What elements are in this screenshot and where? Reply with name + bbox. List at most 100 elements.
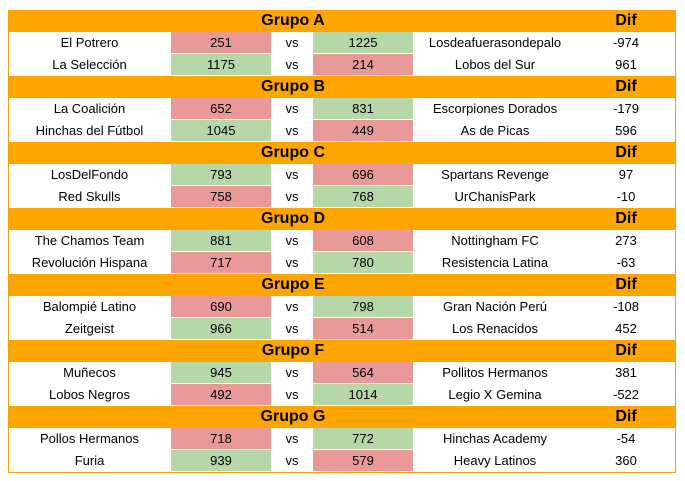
score-difference: -63 <box>616 255 636 270</box>
match-row: Muñecos 945 vs 564 Pollitos Hermanos 381 <box>9 362 675 384</box>
away-score: 608 <box>313 230 413 252</box>
home-team-name: La Coalición <box>53 101 126 116</box>
match-row: The Chamos Team 881 vs 608 Nottingham FC… <box>9 230 675 252</box>
group-header: Grupo D Dif <box>9 208 675 230</box>
group-matches: La Coalición 652 vs 831 Escorpiones Dora… <box>9 98 675 142</box>
home-team-name: La Selección <box>52 57 127 72</box>
group-matches: Pollos Hermanos 718 vs 772 Hinchas Acade… <box>9 428 675 472</box>
vs-label: vs <box>285 233 299 248</box>
home-team-name: Red Skulls <box>58 189 121 204</box>
score-difference: -179 <box>612 101 640 116</box>
away-score: 579 <box>313 450 413 472</box>
group-title: Grupo D <box>261 210 325 227</box>
vs-label: vs <box>285 57 299 72</box>
away-team-name: Losdeafuerasondepalo <box>428 35 562 50</box>
group-header: Grupo A Dif <box>9 10 675 32</box>
home-score: 492 <box>171 384 271 406</box>
match-row: La Selección 1175 vs 214 Lobos del Sur 9… <box>9 54 675 76</box>
vs-label: vs <box>285 299 299 314</box>
home-score: 718 <box>171 428 271 450</box>
away-team-name: Hinchas Academy <box>442 431 548 446</box>
dif-header: Dif <box>615 12 637 29</box>
group-title: Grupo G <box>260 408 326 425</box>
dif-header: Dif <box>615 78 637 95</box>
match-row: LosDelFondo 793 vs 696 Spartans Revenge … <box>9 164 675 186</box>
score-difference: -10 <box>616 189 636 204</box>
vs-label: vs <box>285 101 299 116</box>
away-team-name: Pollitos Hermanos <box>442 365 548 380</box>
away-score: 449 <box>313 120 413 142</box>
score-difference: -108 <box>612 299 640 314</box>
away-score: 1225 <box>313 32 413 54</box>
home-score: 966 <box>171 318 271 340</box>
away-team-name: Gran Nación Perú <box>442 299 548 314</box>
home-score: 945 <box>171 362 271 384</box>
group-matches: El Potrero 251 vs 1225 Losdeafuerasondep… <box>9 32 675 76</box>
vs-label: vs <box>285 387 299 402</box>
vs-label: vs <box>285 365 299 380</box>
match-row: Pollos Hermanos 718 vs 772 Hinchas Acade… <box>9 428 675 450</box>
home-score: 1045 <box>171 120 271 142</box>
away-team-name: Legio X Gemina <box>448 387 542 402</box>
dif-header: Dif <box>615 210 637 227</box>
group-header: Grupo E Dif <box>9 274 675 296</box>
away-team-name: Nottingham FC <box>451 233 539 248</box>
score-difference: 381 <box>615 365 637 380</box>
group-matches: Muñecos 945 vs 564 Pollitos Hermanos 381… <box>9 362 675 406</box>
away-team-name: Resistencia Latina <box>441 255 549 270</box>
matchups-table: Grupo A Dif El Potrero 251 vs 1225 Losde… <box>8 10 676 473</box>
group-section: Grupo E Dif Balompié Latino 690 vs 798 G… <box>9 274 675 340</box>
score-difference: -974 <box>612 35 640 50</box>
vs-label: vs <box>285 189 299 204</box>
score-difference: 273 <box>615 233 637 248</box>
group-title: Grupo F <box>261 342 325 359</box>
vs-label: vs <box>285 123 299 138</box>
score-difference: 452 <box>615 321 637 336</box>
vs-label: vs <box>285 167 299 182</box>
match-row: Lobos Negros 492 vs 1014 Legio X Gemina … <box>9 384 675 406</box>
vs-label: vs <box>285 35 299 50</box>
vs-label: vs <box>285 321 299 336</box>
home-score: 939 <box>171 450 271 472</box>
score-difference: -522 <box>612 387 640 402</box>
home-team-name: Furia <box>74 453 105 468</box>
group-section: Grupo C Dif LosDelFondo 793 vs 696 Spart… <box>9 142 675 208</box>
home-score: 251 <box>171 32 271 54</box>
group-section: Grupo G Dif Pollos Hermanos 718 vs 772 H… <box>9 406 675 472</box>
away-score: 768 <box>313 186 413 208</box>
group-section: Grupo B Dif La Coalición 652 vs 831 Esco… <box>9 76 675 142</box>
home-team-name: Balompié Latino <box>42 299 137 314</box>
group-header: Grupo B Dif <box>9 76 675 98</box>
dif-header: Dif <box>615 144 637 161</box>
match-row: Balompié Latino 690 vs 798 Gran Nación P… <box>9 296 675 318</box>
vs-label: vs <box>285 255 299 270</box>
match-row: Hinchas del Fútbol 1045 vs 449 As de Pic… <box>9 120 675 142</box>
away-score: 780 <box>313 252 413 274</box>
dif-header: Dif <box>615 408 637 425</box>
away-score: 772 <box>313 428 413 450</box>
away-score: 696 <box>313 164 413 186</box>
group-header: Grupo C Dif <box>9 142 675 164</box>
home-team-name: El Potrero <box>60 35 119 50</box>
home-score: 690 <box>171 296 271 318</box>
away-score: 831 <box>313 98 413 120</box>
group-section: Grupo F Dif Muñecos 945 vs 564 Pollitos … <box>9 340 675 406</box>
home-score: 758 <box>171 186 271 208</box>
away-score: 798 <box>313 296 413 318</box>
away-score: 214 <box>313 54 413 76</box>
group-matches: LosDelFondo 793 vs 696 Spartans Revenge … <box>9 164 675 208</box>
match-row: Revolución Hispana 717 vs 780 Resistenci… <box>9 252 675 274</box>
vs-label: vs <box>285 431 299 446</box>
away-score: 1014 <box>313 384 413 406</box>
group-section: Grupo A Dif El Potrero 251 vs 1225 Losde… <box>9 10 675 76</box>
score-difference: 596 <box>615 123 637 138</box>
away-team-name: Spartans Revenge <box>441 167 549 182</box>
home-team-name: The Chamos Team <box>34 233 145 248</box>
away-team-name: Escorpiones Dorados <box>432 101 558 116</box>
group-header: Grupo G Dif <box>9 406 675 428</box>
away-team-name: Lobos del Sur <box>454 57 536 72</box>
group-title: Grupo E <box>261 276 325 293</box>
home-team-name: Muñecos <box>63 365 116 380</box>
home-team-name: Hinchas del Fútbol <box>35 123 144 138</box>
home-score: 793 <box>171 164 271 186</box>
